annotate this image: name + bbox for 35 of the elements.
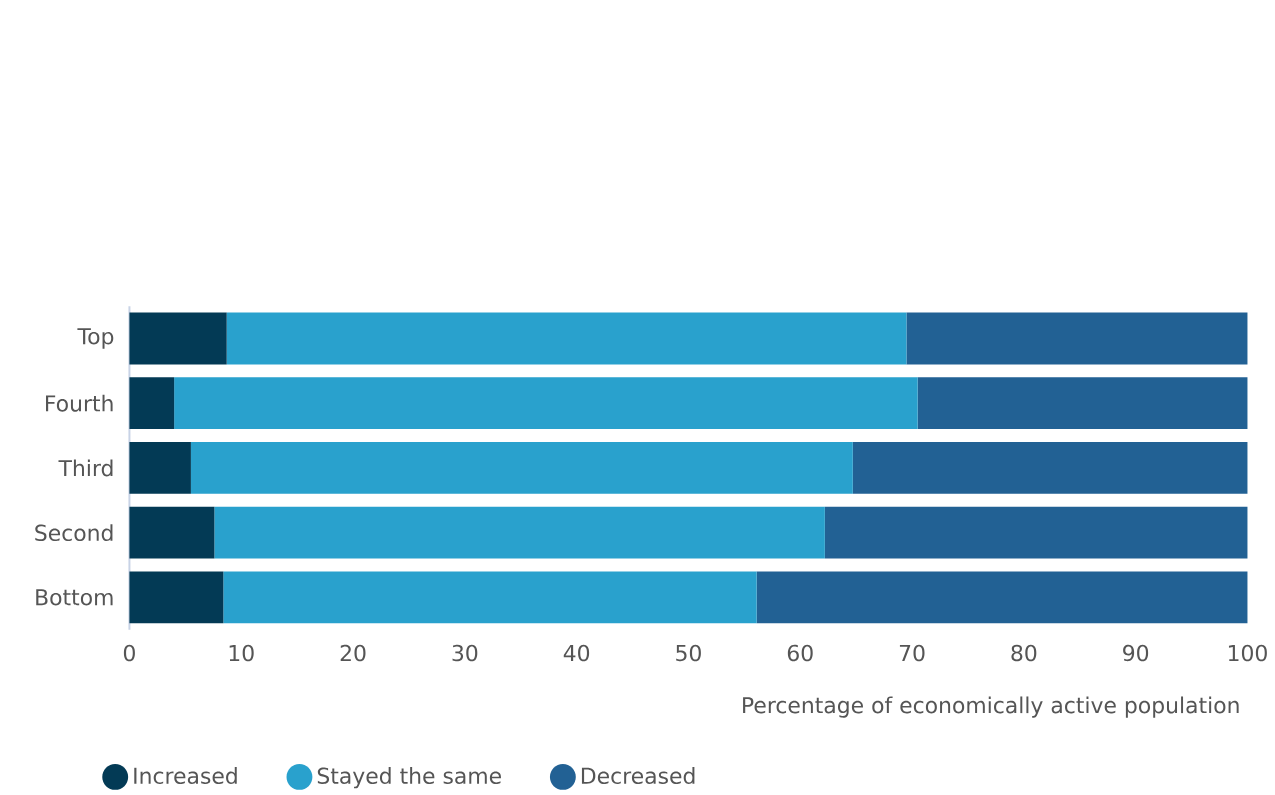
x-tick-label: 90 [1123,644,1149,662]
x-tick-label: 20 [340,644,366,662]
bar [190,442,853,494]
x-tick-label: 70 [899,644,925,662]
x-tick-label: 100 [1228,644,1267,662]
bar [174,377,918,430]
bar [906,312,1248,365]
bar [852,442,1248,494]
y-tick-label: Fourth [46,394,113,412]
x-axis-title: Percentage of economically active population [743,696,1239,718]
x-tick-label: 50 [676,644,701,662]
x-tick-label: 40 [563,644,590,662]
x-tick-label: 0 [123,644,135,662]
x-tick-label: 80 [1011,644,1037,662]
legend-label: Stayed the same [317,767,501,789]
x-tick-label: 60 [787,644,813,662]
bar [214,506,825,559]
bar [824,506,1248,559]
bar [129,506,215,559]
x-tick-label: 30 [452,644,478,662]
bar [129,442,191,494]
bar [129,312,227,365]
y-tick-label: Top [77,328,114,349]
y-tick-label: Third [58,459,113,477]
legend-label: Increased [134,767,237,785]
bar [129,377,175,430]
x-tick-label: 10 [229,644,254,662]
bar [756,571,1248,624]
legend-label: Decreased [581,767,695,785]
bar [226,312,907,365]
y-tick-label: Bottom [36,589,113,606]
bar [223,571,757,624]
bar [917,377,1248,430]
y-tick-label: Second [35,524,113,542]
bar [129,571,224,624]
